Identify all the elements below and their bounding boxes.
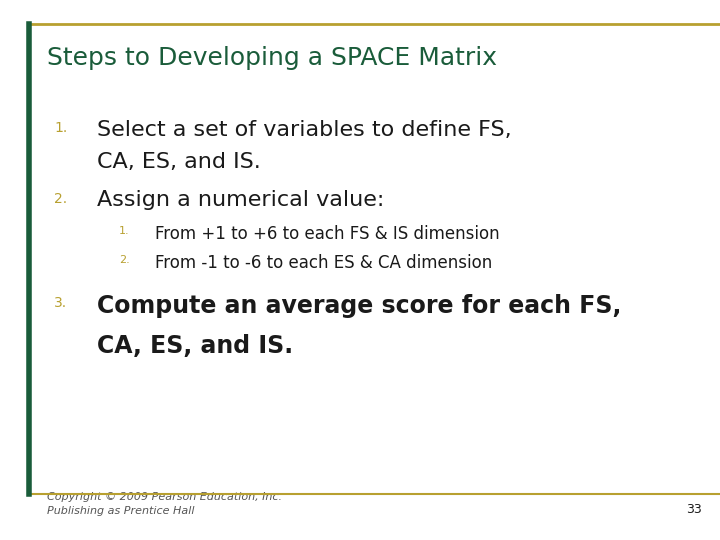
Text: 1.: 1. <box>54 122 67 136</box>
Text: 2.: 2. <box>54 192 67 206</box>
Text: From +1 to +6 to each FS & IS dimension: From +1 to +6 to each FS & IS dimension <box>155 225 500 243</box>
Text: 3.: 3. <box>54 296 67 310</box>
Text: 2.: 2. <box>119 255 130 265</box>
Text: Steps to Developing a SPACE Matrix: Steps to Developing a SPACE Matrix <box>47 46 497 70</box>
Text: Copyright © 2009 Pearson Education, Inc.
Publishing as Prentice Hall: Copyright © 2009 Pearson Education, Inc.… <box>47 492 282 516</box>
Text: 33: 33 <box>686 503 702 516</box>
Text: From -1 to -6 to each ES & CA dimension: From -1 to -6 to each ES & CA dimension <box>155 254 492 272</box>
Text: Compute an average score for each FS,: Compute an average score for each FS, <box>97 294 621 318</box>
Text: CA, ES, and IS.: CA, ES, and IS. <box>97 334 293 357</box>
Text: 1.: 1. <box>119 226 130 236</box>
Text: Assign a numerical value:: Assign a numerical value: <box>97 190 384 210</box>
Text: CA, ES, and IS.: CA, ES, and IS. <box>97 152 261 172</box>
Text: Select a set of variables to define FS,: Select a set of variables to define FS, <box>97 120 512 140</box>
